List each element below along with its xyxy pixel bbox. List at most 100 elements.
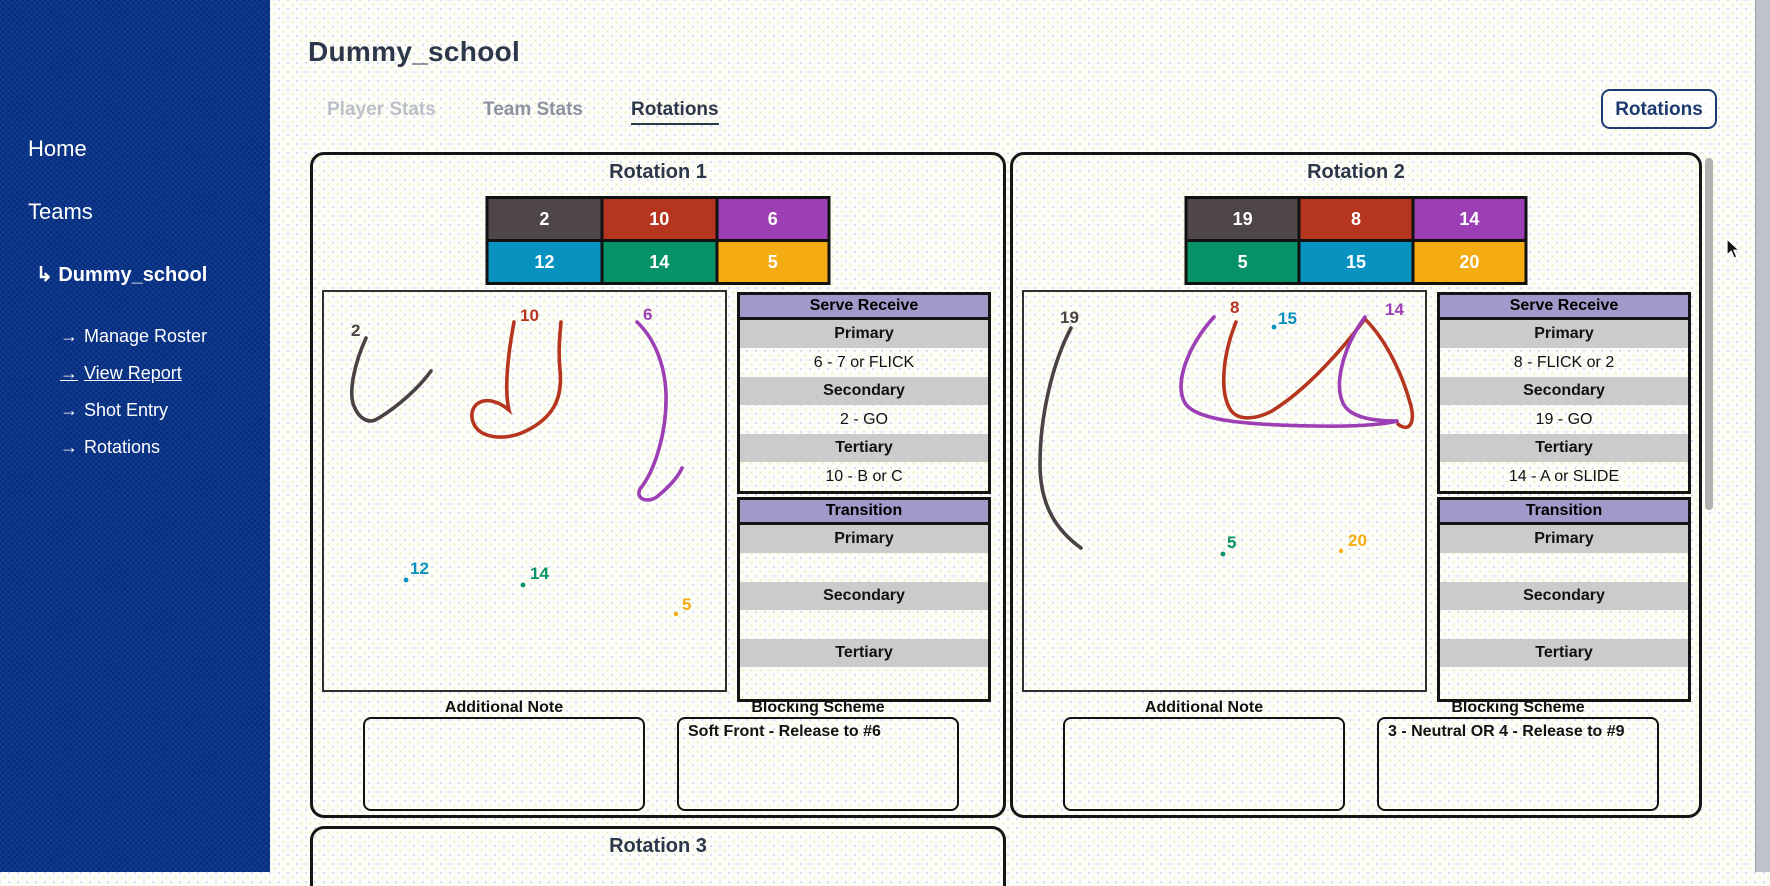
rotations-scrollbar-thumb[interactable]	[1705, 158, 1713, 510]
serve-receive-header: Serve Receive	[1440, 295, 1688, 320]
additional-note-box[interactable]	[363, 717, 645, 811]
branch-icon: ↳	[36, 264, 53, 286]
rotation-card-3: Rotation 3	[310, 826, 1006, 886]
blocking-scheme-box[interactable]: Soft Front - Release to #6	[677, 717, 959, 811]
sidebar-item-teams[interactable]: Teams	[28, 199, 93, 224]
additional-note-label: Additional Note	[1144, 699, 1264, 716]
blocking-scheme-label: Blocking Scheme	[1451, 699, 1585, 716]
transition-primary-value[interactable]	[740, 553, 988, 582]
play-tables: Serve Receive Primary 8 - FLICK or 2 Sec…	[1437, 292, 1691, 705]
serve-receive-tertiary-value[interactable]: 10 - B or C	[825, 468, 903, 485]
player-label: 2	[351, 321, 360, 340]
lineup-cell[interactable]: 10	[600, 196, 719, 242]
player-dot	[1338, 548, 1344, 554]
lineup-cell[interactable]: 12	[485, 239, 604, 285]
serve-receive-primary-value[interactable]: 8 - FLICK or 2	[1513, 354, 1615, 371]
player-label: 15	[1278, 309, 1297, 328]
tab-team-stats[interactable]: Team Stats	[483, 99, 583, 120]
play-tables: Serve Receive Primary 6 - 7 or FLICK Sec…	[737, 292, 991, 705]
rotation-title: Rotation 2	[1307, 161, 1405, 183]
mouse-cursor	[1726, 237, 1742, 265]
rotations-button[interactable]: Rotations	[1601, 89, 1717, 129]
tab-player-stats[interactable]: Player Stats	[327, 99, 436, 120]
row-label-primary: Primary	[1440, 320, 1688, 348]
player-label: 5	[1227, 533, 1236, 552]
transition-header: Transition	[1440, 500, 1688, 525]
lineup-cell[interactable]: 2	[485, 196, 604, 242]
row-label-secondary: Secondary	[740, 582, 988, 610]
transition-tertiary-value[interactable]	[740, 667, 988, 699]
transition-secondary-value[interactable]	[740, 610, 988, 639]
lineup-cell[interactable]: 14	[1411, 196, 1528, 242]
transition-table: Transition Primary Secondary Tertiary	[1437, 497, 1691, 702]
transition-header: Transition	[740, 500, 988, 525]
sidebar-item-shot-entry[interactable]: → Shot Entry	[60, 400, 168, 421]
row-label-secondary: Secondary	[1440, 582, 1688, 610]
sidebar-item-label: Rotations	[84, 437, 161, 457]
transition-primary-value[interactable]	[1440, 553, 1688, 582]
rotation-title: Rotation 1	[609, 161, 707, 183]
transition-tertiary-value[interactable]	[1440, 667, 1688, 699]
player-label: 14	[530, 564, 549, 583]
player-label: 6	[643, 305, 652, 324]
lineup-cell[interactable]: 20	[1411, 239, 1528, 285]
row-label-primary: Primary	[740, 525, 988, 553]
serve-receive-primary-value[interactable]: 6 - 7 or FLICK	[813, 354, 915, 371]
transition-table: Transition Primary Secondary Tertiary	[737, 497, 991, 702]
arrow-icon: →	[60, 437, 78, 457]
player-dot	[673, 611, 679, 617]
player-route	[1337, 315, 1399, 423]
rotation-title: Rotation 3	[609, 835, 707, 857]
row-label-secondary: Secondary	[1440, 377, 1688, 405]
transition-secondary-value[interactable]	[1440, 610, 1688, 639]
player-route	[1221, 316, 1415, 430]
player-label: 10	[520, 306, 539, 325]
sidebar-item-label: Manage Roster	[84, 326, 208, 346]
serve-receive-secondary-value[interactable]: 2 - GO	[839, 411, 888, 428]
blocking-scheme-label: Blocking Scheme	[751, 699, 885, 716]
lineup-cell[interactable]: 14	[600, 239, 719, 285]
sidebar-item-team-dummy-school[interactable]: ↳ Dummy_school	[36, 262, 207, 287]
row-label-tertiary: Tertiary	[740, 639, 988, 667]
page-scrollbar[interactable]	[1755, 0, 1770, 872]
sidebar-item-rotations[interactable]: → Rotations	[60, 437, 160, 458]
player-route	[350, 336, 433, 423]
lineup-cell[interactable]: 5	[1184, 239, 1301, 285]
arrow-icon: →	[60, 400, 78, 420]
sidebar-item-label: View Report	[84, 363, 182, 383]
lineup-cell[interactable]: 5	[715, 239, 831, 285]
lineup-grid: 2 10 6 12 14 5	[485, 196, 831, 285]
sidebar-item-view-report[interactable]: → View Report	[60, 363, 182, 384]
row-label-tertiary: Tertiary	[740, 434, 988, 462]
rotation-card-2: Rotation 2 19 8 14 5 15 20 19 8 15 14 5 …	[1010, 152, 1702, 818]
player-dot	[403, 577, 409, 583]
court-canvas[interactable]: 19 8 15 14 5 20	[1022, 290, 1427, 692]
player-label: 14	[1385, 300, 1404, 319]
blocking-scheme-box[interactable]: 3 - Neutral OR 4 - Release to #9	[1377, 717, 1659, 811]
court-canvas[interactable]: 2 10 6 12 14 5	[322, 290, 727, 692]
tab-rotations[interactable]: Rotations	[631, 99, 719, 125]
rotation-card-1: Rotation 1 2 10 6 12 14 5 2 10 6 12 14 5	[310, 152, 1006, 818]
arrow-icon: →	[60, 363, 78, 383]
player-label: 8	[1230, 298, 1239, 317]
lineup-cell[interactable]: 6	[715, 196, 831, 242]
row-label-primary: Primary	[1440, 525, 1688, 553]
player-dot	[1220, 551, 1226, 557]
player-dot	[520, 582, 526, 588]
additional-note-box[interactable]	[1063, 717, 1345, 811]
sidebar-item-home[interactable]: Home	[28, 136, 87, 161]
player-label: 20	[1348, 531, 1367, 550]
sidebar-item-label: Shot Entry	[84, 400, 169, 420]
row-label-primary: Primary	[740, 320, 988, 348]
serve-receive-tertiary-value[interactable]: 14 - A or SLIDE	[1508, 468, 1620, 485]
player-label: 19	[1060, 308, 1079, 327]
lineup-grid: 19 8 14 5 15 20	[1184, 196, 1528, 285]
player-dot	[1271, 324, 1277, 330]
sidebar-item-manage-roster[interactable]: → Manage Roster	[60, 326, 207, 347]
serve-receive-secondary-value[interactable]: 19 - GO	[1535, 411, 1593, 428]
lineup-cell[interactable]: 15	[1297, 239, 1415, 285]
lineup-cell[interactable]: 19	[1184, 196, 1301, 242]
player-route	[1038, 326, 1083, 550]
additional-note-label: Additional Note	[444, 699, 564, 716]
lineup-cell[interactable]: 8	[1297, 196, 1415, 242]
